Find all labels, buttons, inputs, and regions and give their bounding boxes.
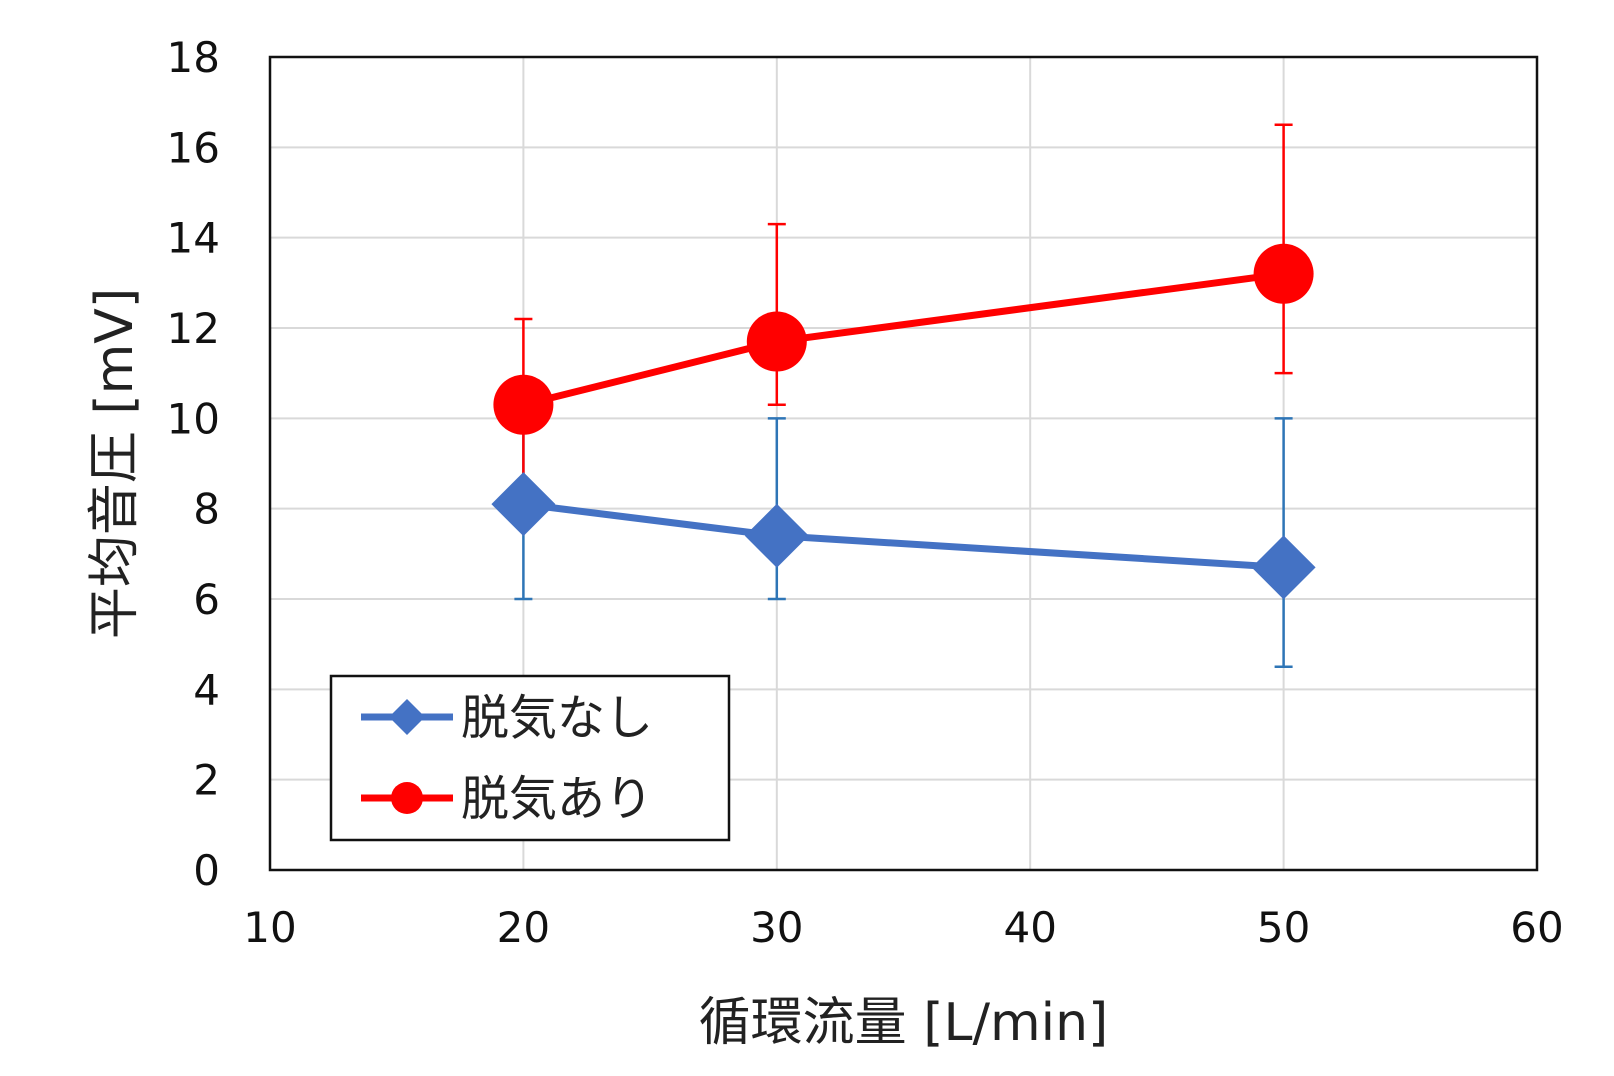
x-tick-label: 30 xyxy=(750,903,803,952)
series-line xyxy=(522,500,1284,571)
legend-swatch-marker xyxy=(389,699,425,735)
x-tick-labels: 10 20 30 40 50 60 xyxy=(243,903,1563,952)
y-axis-label: 平均音圧 [mV] xyxy=(85,288,145,639)
y-tick-labels: 0 2 4 6 8 10 12 14 16 18 xyxy=(167,33,220,895)
legend-label: 脱気なし xyxy=(461,690,653,746)
y-tick-label: 2 xyxy=(193,756,220,805)
series-lines xyxy=(522,270,1285,571)
y-tick-label: 8 xyxy=(193,485,220,534)
y-tick-label: 18 xyxy=(167,33,220,82)
x-tick-label: 10 xyxy=(243,903,296,952)
x-axis-label: 循環流量 [L/min] xyxy=(699,993,1109,1053)
circle-marker xyxy=(746,311,807,372)
y-tick-label: 0 xyxy=(193,846,220,895)
x-tick-label: 40 xyxy=(1003,903,1056,952)
series-line xyxy=(522,270,1285,409)
y-tick-label: 12 xyxy=(167,304,220,353)
x-tick-label: 20 xyxy=(497,903,550,952)
legend-label: 脱気あり xyxy=(461,771,653,827)
legend-swatch-marker xyxy=(391,782,423,814)
y-tick-label: 6 xyxy=(193,575,220,624)
y-tick-label: 16 xyxy=(167,123,220,172)
circle-marker xyxy=(1253,243,1314,304)
plot-area-frame xyxy=(268,55,1539,872)
diamond-marker xyxy=(744,503,809,568)
legend-box xyxy=(329,674,731,842)
diamond-marker xyxy=(491,472,556,537)
data-markers xyxy=(491,243,1316,600)
y-tick-label: 4 xyxy=(193,665,220,714)
diamond-marker xyxy=(1251,535,1316,600)
x-tick-label: 50 xyxy=(1257,903,1310,952)
error-bars xyxy=(514,123,1293,668)
y-tick-label: 10 xyxy=(167,394,220,443)
circle-marker xyxy=(493,374,554,435)
y-tick-label: 14 xyxy=(167,214,220,263)
x-tick-label: 60 xyxy=(1510,903,1563,952)
